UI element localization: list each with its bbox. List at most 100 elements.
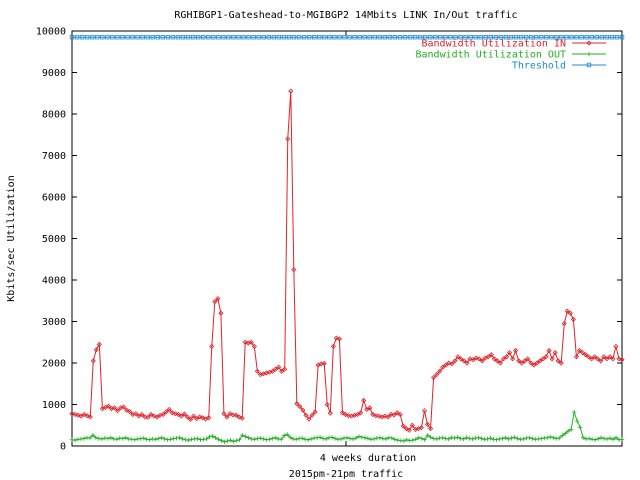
data-point	[327, 35, 332, 40]
data-point	[123, 435, 129, 440]
data-point	[323, 436, 329, 442]
data-point	[579, 350, 586, 356]
data-point	[557, 435, 562, 441]
data-point	[347, 35, 352, 40]
data-point	[367, 405, 373, 411]
data-point	[592, 354, 598, 360]
data-point	[312, 409, 318, 415]
data-point	[145, 35, 150, 40]
data-point	[168, 437, 173, 442]
data-point	[397, 35, 403, 40]
data-point	[186, 437, 191, 443]
data-point	[175, 35, 181, 40]
data-point	[181, 411, 187, 417]
data-point	[345, 413, 352, 419]
y-tick-label: 2000	[42, 359, 66, 370]
data-point	[150, 35, 155, 40]
data-point	[540, 356, 546, 362]
legend-label: Bandwidth Utilization OUT	[415, 50, 566, 61]
data-point	[389, 435, 395, 441]
data-point	[81, 436, 87, 441]
data-point	[370, 411, 376, 418]
data-point	[371, 436, 377, 442]
data-point	[291, 35, 297, 40]
data-point	[543, 354, 549, 360]
data-point	[211, 35, 216, 40]
data-point	[392, 35, 398, 40]
data-point	[448, 35, 453, 40]
data-point	[491, 356, 497, 362]
data-point	[419, 436, 424, 441]
legend-label: Bandwidth Utilization IN	[422, 39, 567, 50]
data-point	[285, 432, 290, 437]
y-axis: 0 1000 2000 3000 4000 5000 6000 7000 8000 9000 100…	[36, 27, 622, 453]
data-point	[560, 433, 565, 438]
data-point	[458, 35, 463, 40]
data-point	[368, 437, 374, 442]
data-point	[339, 410, 346, 416]
y-axis-label: Kbits/sec Utilization	[6, 175, 17, 301]
data-point	[190, 413, 197, 419]
data-point	[227, 411, 233, 417]
data-point	[125, 35, 130, 40]
data-point	[96, 436, 102, 441]
data-point	[614, 35, 620, 40]
data-point	[342, 35, 347, 40]
data-point	[285, 136, 291, 142]
data-point	[506, 436, 511, 442]
data-point	[299, 435, 305, 441]
data-point	[573, 354, 579, 360]
data-point	[332, 35, 337, 40]
data-point	[449, 361, 455, 367]
data-point	[568, 427, 574, 432]
y-tick-label: 10000	[36, 27, 66, 38]
data-point	[355, 411, 361, 418]
data-point	[473, 355, 479, 361]
data-point	[398, 438, 404, 443]
data-point	[485, 436, 490, 442]
data-point	[423, 35, 428, 40]
data-point	[237, 437, 242, 442]
data-point	[290, 436, 296, 442]
data-point	[616, 356, 622, 362]
data-point	[539, 436, 544, 441]
data-point	[216, 35, 221, 40]
data-point	[108, 435, 114, 440]
data-point	[523, 35, 529, 40]
data-point	[476, 356, 482, 362]
data-point	[243, 434, 248, 439]
data-point	[279, 368, 285, 374]
data-point	[407, 438, 412, 443]
data-point	[75, 437, 81, 442]
data-point	[200, 415, 206, 421]
data-point	[120, 35, 125, 40]
data-point	[559, 35, 564, 40]
data-point	[333, 335, 339, 341]
data-point	[337, 35, 342, 40]
data-point	[300, 407, 306, 413]
data-point	[528, 35, 534, 40]
data-point	[473, 35, 478, 40]
data-point	[579, 35, 584, 40]
data-point	[619, 35, 625, 40]
data-point	[192, 436, 197, 442]
data-point	[239, 415, 245, 421]
data-point	[215, 296, 221, 302]
data-point	[580, 435, 586, 440]
data-point	[129, 437, 134, 442]
data-point	[219, 438, 224, 443]
data-point	[458, 356, 464, 362]
data-point	[437, 368, 443, 374]
data-point	[256, 35, 261, 40]
data-point	[609, 35, 615, 40]
data-point	[311, 435, 317, 441]
data-point	[387, 35, 393, 40]
y-tick-label: 9000	[42, 68, 66, 79]
data-point	[341, 435, 347, 441]
data-point	[589, 35, 594, 40]
data-point	[358, 410, 364, 416]
data-point	[72, 437, 78, 443]
data-point	[533, 437, 538, 442]
data-point	[564, 308, 570, 314]
data-point	[479, 436, 484, 441]
